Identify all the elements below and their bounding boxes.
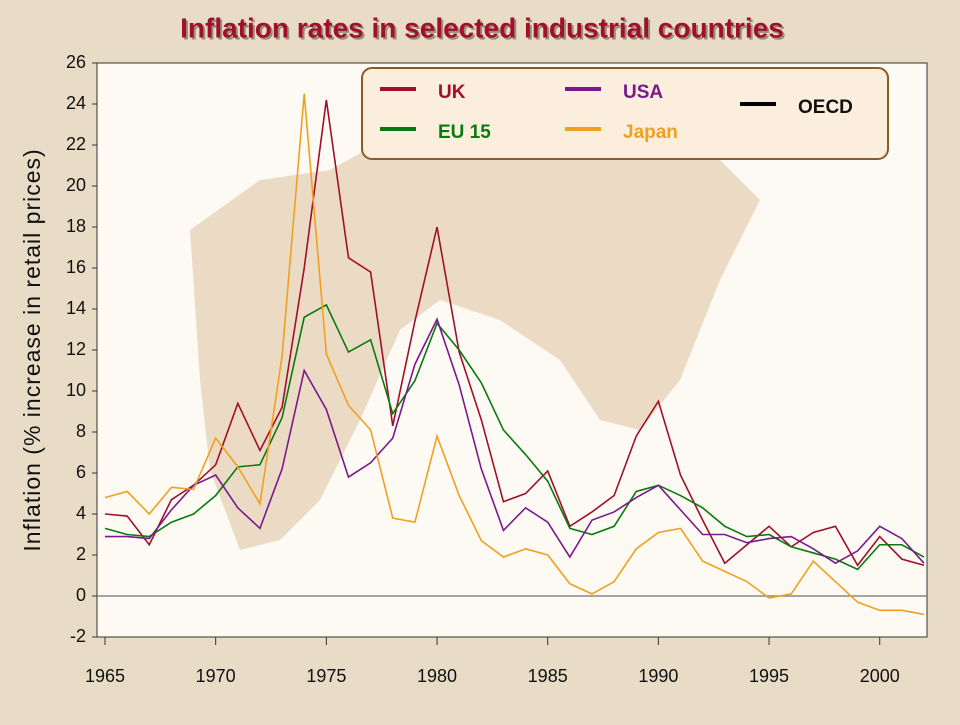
y-tick-label: 24 xyxy=(66,93,86,113)
y-tick-label: 16 xyxy=(66,257,86,277)
x-tick-label: 1995 xyxy=(749,666,789,686)
legend-label: OECD xyxy=(798,97,853,118)
y-tick-label: 26 xyxy=(66,52,86,72)
chart-title: Inflation rates in selected industrial c… xyxy=(180,12,784,43)
y-tick-label: 10 xyxy=(66,380,86,400)
y-tick-label: 4 xyxy=(76,503,86,523)
y-tick-label: 14 xyxy=(66,298,86,318)
y-tick-label: -2 xyxy=(70,626,86,646)
y-tick-label: 12 xyxy=(66,339,86,359)
y-tick-label: 0 xyxy=(76,585,86,605)
series-line xyxy=(104,99,925,567)
y-tick-label: 6 xyxy=(76,462,86,482)
legend-label: USA xyxy=(623,82,663,103)
y-tick-label: 22 xyxy=(66,134,86,154)
x-tick-label: 1970 xyxy=(196,666,236,686)
y-tick-label: 8 xyxy=(76,421,86,441)
x-tick-label: 1965 xyxy=(85,666,125,686)
y-axis-label: Inflation (% increase in retail prices) xyxy=(19,148,45,551)
x-tick-label: 2000 xyxy=(860,666,900,686)
x-tick-label: 1980 xyxy=(417,666,457,686)
legend-label: EU 15 xyxy=(438,122,491,143)
chart-title-shadow: Inflation rates in selected industrial c… xyxy=(182,14,786,45)
x-tick-label: 1975 xyxy=(306,666,346,686)
series-line xyxy=(104,303,925,571)
x-tick-label: 1985 xyxy=(528,666,568,686)
map-silhouette xyxy=(190,110,760,550)
legend-label: Japan xyxy=(623,122,678,143)
series-line xyxy=(105,317,925,565)
series-line xyxy=(104,93,925,616)
y-tick-label: 2 xyxy=(76,544,86,564)
legend-label: UK xyxy=(438,82,466,103)
legend-box xyxy=(361,67,889,160)
x-tick-label: 1990 xyxy=(638,666,678,686)
y-tick-label: 20 xyxy=(66,175,86,195)
y-tick-label: 18 xyxy=(66,216,86,236)
